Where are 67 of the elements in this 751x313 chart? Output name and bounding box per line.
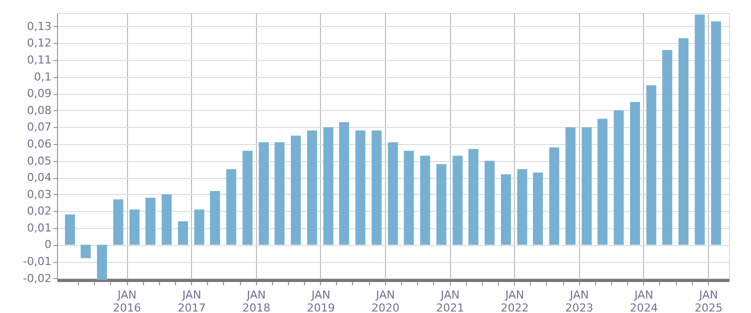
bar	[178, 221, 188, 245]
y-tick-label: 0,02	[27, 204, 52, 218]
bar	[517, 169, 528, 245]
bar	[145, 198, 156, 245]
bar	[597, 118, 608, 245]
bar	[662, 50, 672, 245]
bar	[210, 191, 220, 245]
x-tick-label: JAN 2022	[500, 288, 529, 313]
y-tick-label: 0,08	[27, 104, 52, 117]
bar	[565, 127, 576, 245]
bar	[500, 174, 511, 245]
y-tick-label: 0,03	[27, 188, 52, 201]
y-tick-label: 0,11	[27, 54, 52, 67]
bar	[484, 160, 495, 245]
bar	[614, 110, 624, 245]
x-tick-label: JAN 2019	[306, 288, 335, 313]
bar	[274, 142, 285, 245]
bar	[194, 209, 204, 245]
y-tick-label: 0,1	[34, 70, 52, 84]
bar	[404, 150, 414, 245]
bar	[420, 156, 430, 245]
y-tick-label: 0,05	[27, 154, 52, 168]
y-tick-label: 0,06	[27, 137, 52, 150]
y-tick-label: -0,01	[23, 255, 52, 268]
x-tick-label: JAN 2016	[113, 288, 142, 313]
y-tick-label: 0,07	[27, 120, 52, 134]
y-tick-label: 0,12	[27, 36, 52, 50]
bar	[339, 122, 350, 245]
bar	[242, 150, 253, 245]
bar	[532, 172, 543, 245]
bar	[646, 85, 656, 245]
bar	[130, 209, 140, 245]
x-tick-label: JAN 2021	[436, 288, 464, 313]
bar	[96, 244, 107, 280]
x-tick-label: JAN 2020	[371, 288, 400, 313]
x-tick-label: JAN 2023	[565, 288, 594, 313]
bar	[290, 136, 301, 245]
bar	[372, 130, 382, 245]
bar	[452, 156, 463, 245]
bar	[549, 147, 560, 245]
bar	[678, 38, 688, 245]
bar	[258, 142, 269, 245]
bar	[694, 14, 705, 245]
bar	[468, 149, 478, 245]
bar	[307, 130, 318, 245]
bar	[388, 142, 398, 245]
x-tick-label: JAN 2017	[178, 288, 206, 313]
bar	[630, 102, 640, 245]
y-tick-label: 0,13	[27, 20, 52, 33]
bar	[711, 21, 722, 245]
x-tick-label: JAN 2024	[630, 288, 658, 313]
bar	[113, 199, 124, 245]
y-tick-label: 0,01	[27, 221, 52, 234]
bar	[436, 164, 446, 245]
bar	[162, 194, 172, 245]
x-tick-label: JAN 2018	[242, 288, 270, 313]
bar	[355, 130, 366, 245]
y-tick-label: 0,09	[27, 87, 52, 100]
bar	[64, 214, 75, 245]
bar	[226, 169, 236, 245]
bar	[323, 127, 334, 245]
bar	[582, 127, 592, 245]
bar	[80, 244, 91, 258]
y-tick-label: -0,02	[23, 272, 52, 285]
y-tick-label: 0,04	[27, 171, 52, 184]
x-tick-label: JAN 2025	[694, 288, 723, 313]
y-tick-label: 0	[44, 238, 52, 252]
